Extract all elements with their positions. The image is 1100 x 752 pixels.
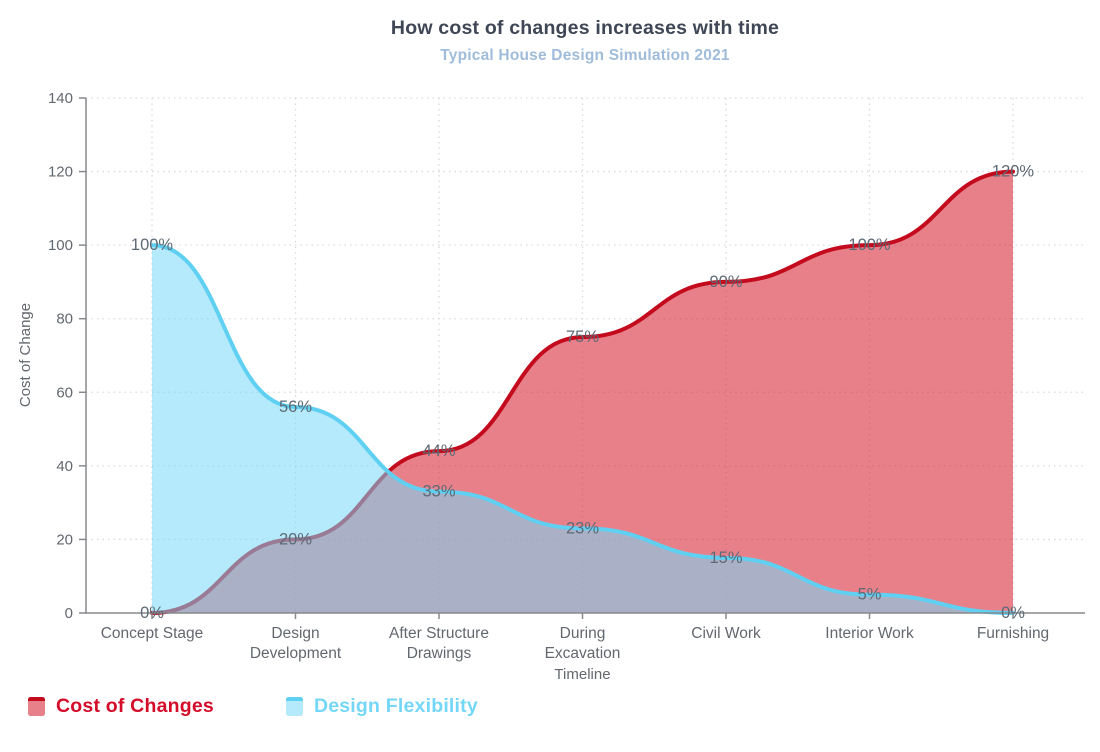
x-tick-label: Excavation: [545, 645, 621, 662]
legend: Cost of Changes Design Flexibility: [28, 695, 478, 718]
legend-label-cost-of-changes: Cost of Changes: [56, 695, 214, 717]
x-axis-title: Timeline: [554, 666, 611, 683]
data-label: 100%: [848, 236, 891, 254]
data-label: 33%: [422, 483, 455, 501]
x-tick-label: After Structure: [389, 625, 489, 642]
y-tick-label: 120: [48, 164, 73, 181]
data-label: 120%: [992, 163, 1035, 181]
data-label: 0%: [140, 604, 164, 622]
data-label: 100%: [131, 236, 174, 254]
chart-subtitle: Typical House Design Simulation 2021: [440, 47, 730, 64]
data-label: 90%: [709, 273, 742, 291]
chart-title: How cost of changes increases with time: [390, 17, 780, 39]
x-tick-label: Development: [250, 645, 342, 662]
y-tick-label: 100: [48, 237, 73, 254]
y-tick-label: 20: [56, 531, 73, 548]
y-tick-label: 80: [56, 311, 73, 328]
legend-item-cost-of-changes[interactable]: Cost of Changes: [28, 695, 214, 718]
data-label: 75%: [566, 328, 599, 346]
legend-swatch-design-flexibility: [285, 697, 303, 716]
data-label: 23%: [566, 519, 599, 537]
data-label: 15%: [709, 549, 742, 567]
legend-item-design-flexibility[interactable]: Design Flexibility: [285, 695, 478, 718]
x-tick-label: Design: [271, 625, 319, 642]
data-label: 44%: [422, 442, 455, 460]
y-tick-label: 40: [56, 458, 73, 475]
y-tick-label: 140: [48, 90, 73, 107]
x-tick-label: Civil Work: [691, 625, 761, 642]
y-axis-title: Cost of Change: [17, 302, 34, 408]
x-tick-label: During: [560, 625, 606, 642]
data-label: 5%: [858, 586, 882, 604]
area-design-flexibility: [152, 245, 1013, 613]
data-label: 0%: [1001, 604, 1025, 622]
legend-label-design-flexibility: Design Flexibility: [313, 695, 478, 717]
line-design-flexibility: [150, 243, 1015, 615]
x-tick-label: Drawings: [407, 645, 472, 662]
data-label: 20%: [279, 530, 312, 548]
x-tick-label: Furnishing: [977, 625, 1049, 642]
x-tick-label: Interior Work: [825, 625, 914, 642]
y-tick-label: 0: [65, 605, 73, 622]
legend-swatch-cost-of-changes: [28, 697, 45, 716]
y-tick-label: 60: [56, 384, 73, 401]
x-tick-label: Concept Stage: [101, 625, 204, 642]
data-label: 56%: [279, 398, 312, 416]
